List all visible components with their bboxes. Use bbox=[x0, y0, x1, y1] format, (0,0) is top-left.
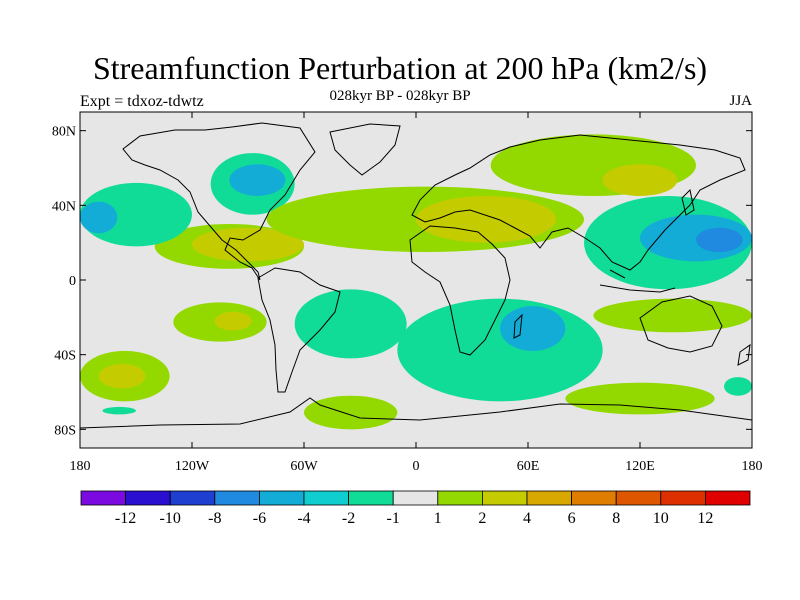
contour-region-11 bbox=[294, 289, 407, 359]
coastline-eurasia bbox=[411, 134, 746, 271]
contour-region-23 bbox=[593, 298, 752, 333]
colorbar-label: 4 bbox=[523, 510, 531, 527]
colorbar-label: -8 bbox=[208, 510, 221, 527]
contour-region-19 bbox=[602, 164, 678, 196]
coastline-australia bbox=[639, 295, 723, 353]
colorbar-swatch bbox=[169, 490, 216, 506]
lon-tick-label: 120E bbox=[625, 459, 655, 474]
colorbar-swatch bbox=[615, 490, 662, 506]
contour-region-14 bbox=[304, 395, 398, 430]
colorbar-label: -6 bbox=[253, 510, 266, 527]
coastline-japan bbox=[681, 188, 695, 216]
coastline-africa bbox=[409, 225, 511, 356]
plot-subtitle: 028kyr BP - 028kyr BP bbox=[329, 88, 471, 104]
colorbar-label: 10 bbox=[653, 510, 669, 527]
contour-region-8 bbox=[80, 201, 118, 234]
contour-region-12 bbox=[397, 298, 603, 402]
colorbar-label: -10 bbox=[160, 510, 181, 527]
contour-region-24 bbox=[724, 377, 752, 396]
colorbar-swatch bbox=[437, 490, 483, 506]
lon-tick-label: 180 bbox=[70, 459, 91, 474]
colorbar-label: 6 bbox=[568, 510, 576, 527]
coastline-south-america bbox=[257, 267, 341, 393]
lon-tick-label: 180 bbox=[742, 459, 763, 474]
contour-fill-layer bbox=[80, 134, 752, 430]
lon-tick-label: 60W bbox=[290, 459, 318, 474]
colorbar-swatch bbox=[214, 490, 260, 506]
colorbar-swatch bbox=[348, 490, 394, 506]
colorbar-swatch bbox=[526, 490, 572, 506]
season-label: JJA bbox=[729, 93, 752, 109]
lat-tick-label: 80S bbox=[54, 423, 76, 438]
coastline-greenland bbox=[329, 123, 401, 176]
lat-tick-label: 40N bbox=[52, 199, 76, 214]
colorbar-swatch bbox=[125, 490, 171, 506]
latitude-axis: 80N 40N 0 40S 80S bbox=[52, 125, 752, 438]
colorbar-swatch bbox=[258, 490, 305, 506]
colorbar-label: -12 bbox=[115, 510, 136, 527]
colorbar-swatch bbox=[660, 490, 706, 506]
colorbar-label: -4 bbox=[297, 510, 310, 527]
coastline-new-zealand bbox=[737, 343, 751, 366]
contour-region-4 bbox=[214, 311, 252, 331]
colorbar-swatch bbox=[80, 490, 126, 506]
coastline-layer bbox=[80, 122, 752, 429]
colorbar-label: 1 bbox=[434, 510, 442, 527]
coastline-madagascar bbox=[513, 313, 523, 339]
colorbar-swatch bbox=[303, 490, 349, 506]
contour-region-22 bbox=[696, 227, 743, 252]
colorbar-label: -2 bbox=[342, 510, 355, 527]
contour-region-0 bbox=[102, 406, 136, 415]
lat-tick-label: 40S bbox=[54, 349, 76, 364]
longitude-axis: 180 120W 60W 0 60E 120E 180 bbox=[70, 112, 763, 474]
lat-tick-label: 0 bbox=[69, 274, 76, 289]
contour-region-15 bbox=[565, 382, 715, 415]
contour-region-6 bbox=[192, 227, 304, 262]
lon-tick-label: 120W bbox=[175, 459, 210, 474]
experiment-label: Expt = tdxoz-tdwtz bbox=[80, 93, 204, 110]
contour-region-17 bbox=[416, 196, 556, 243]
contour-region-2 bbox=[98, 364, 146, 389]
colorbar-label: 2 bbox=[478, 510, 486, 527]
colorbar-swatch bbox=[705, 490, 751, 506]
colorbar-label: 12 bbox=[697, 510, 713, 527]
lon-tick-label: 60E bbox=[517, 459, 540, 474]
contour-region-10 bbox=[229, 164, 286, 196]
colorbar-label: -1 bbox=[387, 510, 400, 527]
coastline-north-america bbox=[122, 122, 316, 281]
coastline-antarctica bbox=[80, 397, 752, 429]
contour-region-13 bbox=[500, 306, 566, 351]
lat-tick-label: 80N bbox=[52, 125, 76, 140]
coastline-indonesia bbox=[599, 269, 676, 293]
colorbar-swatch bbox=[571, 490, 617, 506]
colorbar-swatch bbox=[392, 490, 439, 506]
colorbar-swatch bbox=[481, 490, 528, 506]
colorbar: -12 -10 -8 -6 -4 -2 -1 1 2 4 6 8 10 12 bbox=[80, 490, 751, 527]
colorbar-label: 8 bbox=[612, 510, 620, 527]
plot-title: Streamfunction Perturbation at 200 hPa (… bbox=[92, 50, 708, 86]
lon-tick-label: 0 bbox=[413, 459, 420, 474]
